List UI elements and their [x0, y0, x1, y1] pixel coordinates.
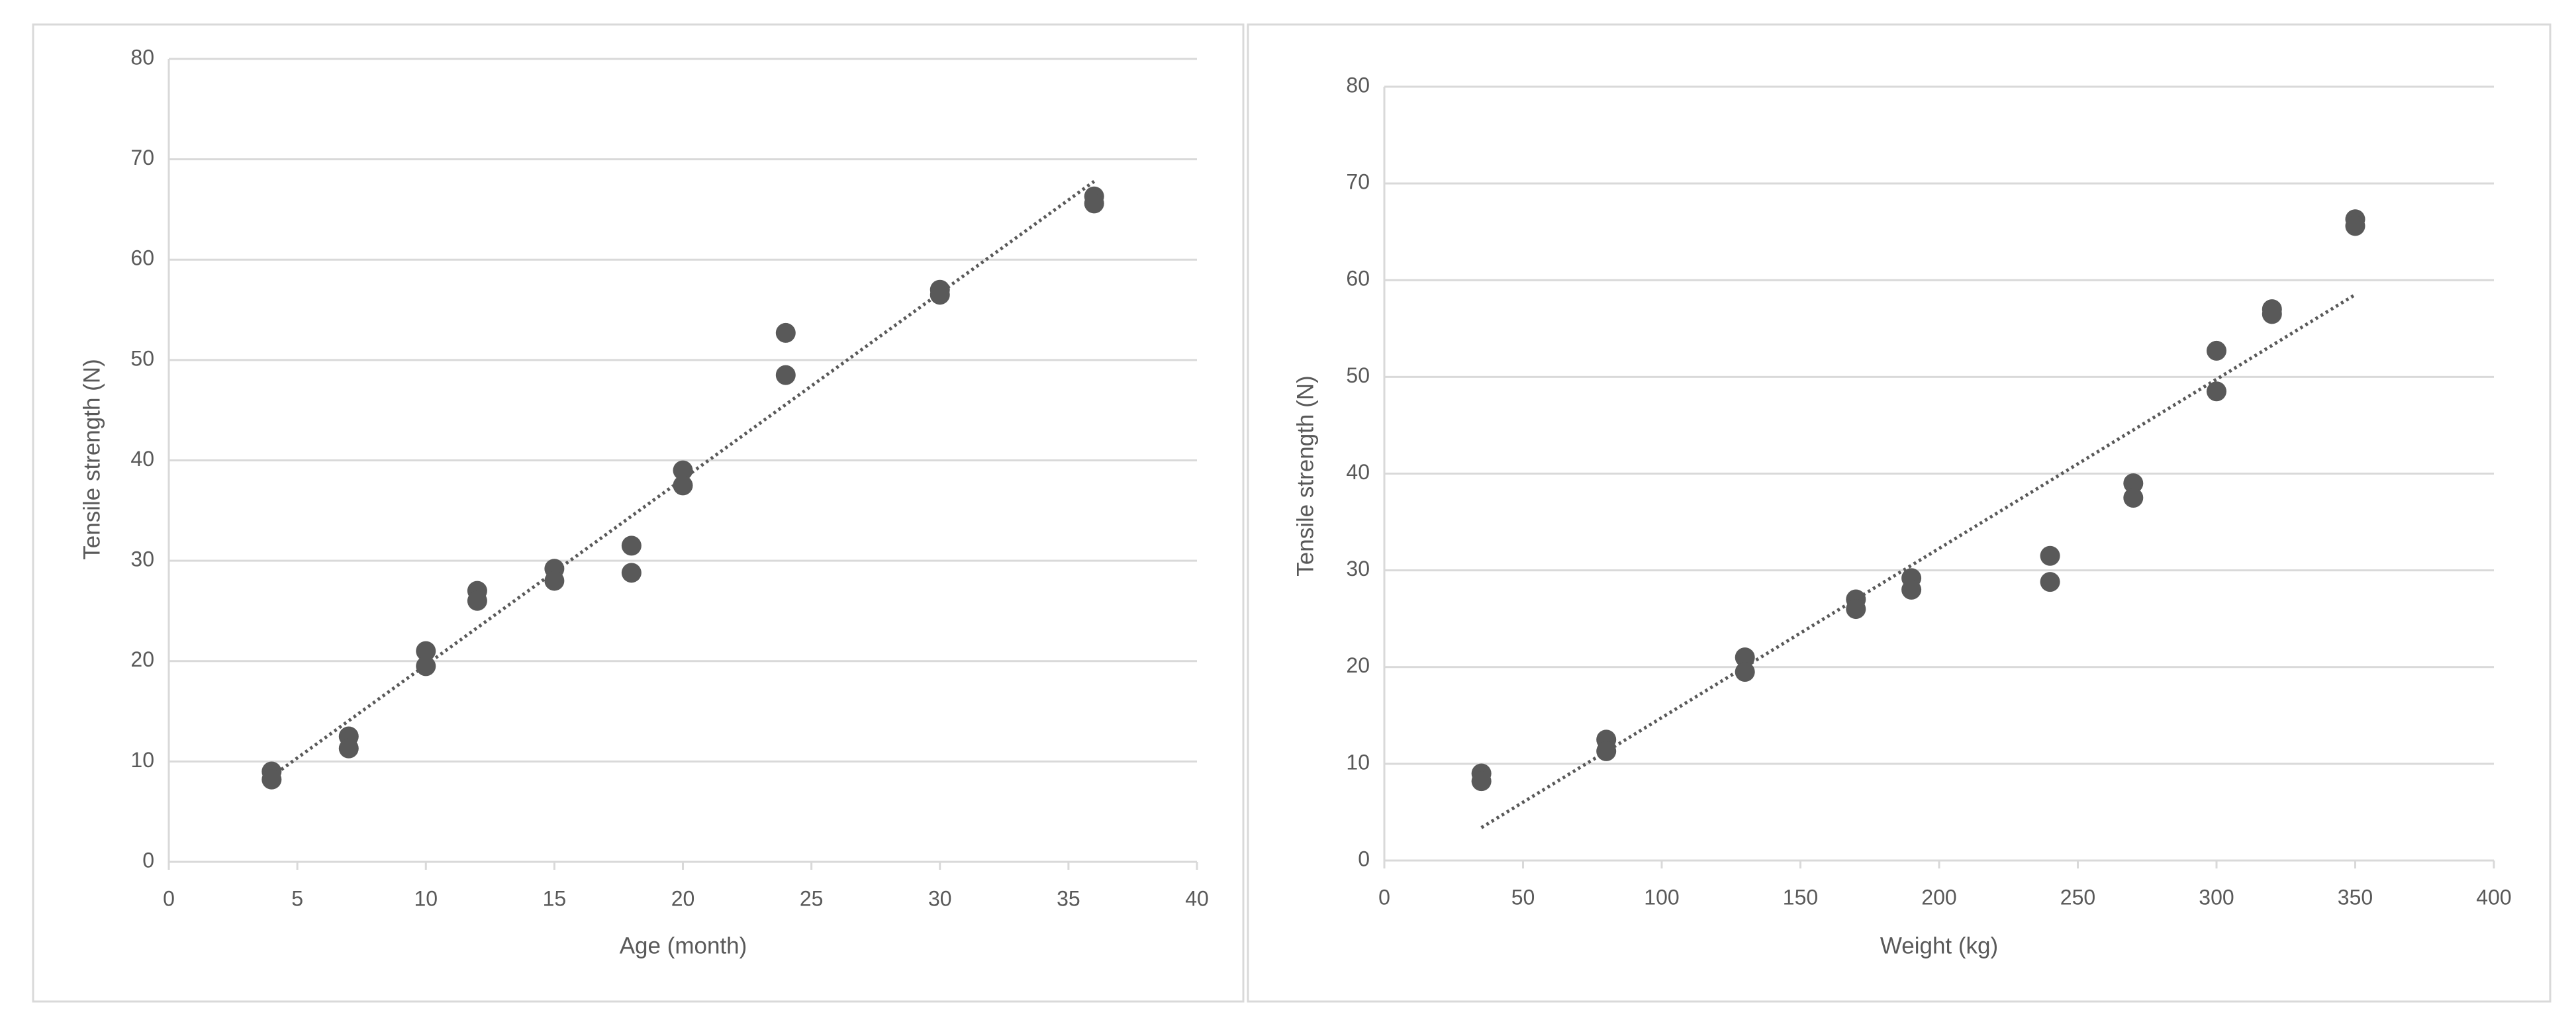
x-axis-title: Age (month) — [620, 933, 747, 958]
x-tick-label: 30 — [928, 886, 952, 910]
y-tick-label: 60 — [1346, 267, 1370, 291]
point — [2262, 304, 2282, 324]
x-axis-title: Weight (kg) — [1880, 933, 1998, 958]
y-tick-label: 0 — [142, 848, 154, 872]
y-tick-label: 30 — [1346, 557, 1370, 581]
x-tick-label: 15 — [543, 886, 567, 910]
x-tick-label: 0 — [1378, 885, 1390, 909]
y-tick-label: 80 — [1346, 73, 1370, 97]
point — [262, 769, 282, 790]
x-tick-label: 400 — [2476, 885, 2511, 909]
point — [416, 641, 436, 661]
y-tick-label: 80 — [130, 45, 154, 69]
point — [2207, 340, 2226, 361]
x-tick-label: 5 — [291, 886, 303, 910]
x-tick-label: 200 — [1921, 885, 1956, 909]
x-tick-label: 250 — [2060, 885, 2095, 909]
point — [544, 571, 565, 591]
point — [673, 475, 693, 496]
x-tick-label: 35 — [1057, 886, 1080, 910]
y-tick-label: 60 — [130, 246, 154, 270]
x-tick-label: 20 — [671, 886, 695, 910]
y-axis-title: Tensile strength (N) — [79, 359, 105, 559]
y-tick-label: 40 — [1346, 460, 1370, 484]
panel-border — [1247, 23, 2552, 1003]
point — [775, 322, 796, 343]
y-tick-label: 30 — [130, 547, 154, 571]
point — [1735, 662, 1755, 682]
x-tick-label: 25 — [800, 886, 824, 910]
y-tick-label: 50 — [1346, 363, 1370, 387]
point — [2040, 572, 2060, 592]
x-tick-label: 10 — [414, 886, 438, 910]
point — [930, 285, 950, 305]
y-tick-label: 20 — [130, 647, 154, 671]
point — [467, 590, 487, 611]
point — [1084, 193, 1104, 214]
y-tick-label: 10 — [130, 748, 154, 772]
y-tick-label: 50 — [130, 346, 154, 370]
point — [621, 563, 642, 583]
x-tick-label: 40 — [1185, 886, 1209, 910]
point — [1471, 771, 1492, 792]
point — [621, 536, 642, 556]
x-tick-label: 350 — [2338, 885, 2373, 909]
point — [1901, 579, 1922, 600]
point — [2207, 381, 2226, 402]
x-tick-label: 50 — [1511, 885, 1535, 909]
panel-border — [32, 23, 1245, 1003]
y-tick-label: 70 — [1346, 170, 1370, 194]
x-tick-label: 300 — [2199, 885, 2234, 909]
point — [2040, 545, 2060, 566]
point — [673, 460, 693, 481]
point — [2123, 488, 2144, 508]
y-axis-title: Tensile strength (N) — [1292, 375, 1318, 576]
point — [416, 656, 436, 676]
y-tick-label: 10 — [1346, 750, 1370, 774]
y-tick-label: 0 — [1358, 847, 1370, 870]
point — [338, 738, 359, 759]
point — [1596, 741, 1617, 761]
trendline — [1480, 293, 2356, 829]
point — [2123, 473, 2144, 494]
point — [2345, 216, 2365, 236]
y-tick-label: 40 — [130, 447, 154, 471]
x-tick-label: 150 — [1783, 885, 1818, 909]
point — [1735, 647, 1755, 668]
point — [775, 365, 796, 385]
y-tick-label: 70 — [130, 146, 154, 169]
point — [1846, 599, 1866, 620]
y-tick-label: 20 — [1346, 653, 1370, 677]
x-tick-label: 100 — [1644, 885, 1679, 909]
x-tick-label: 0 — [163, 886, 175, 910]
